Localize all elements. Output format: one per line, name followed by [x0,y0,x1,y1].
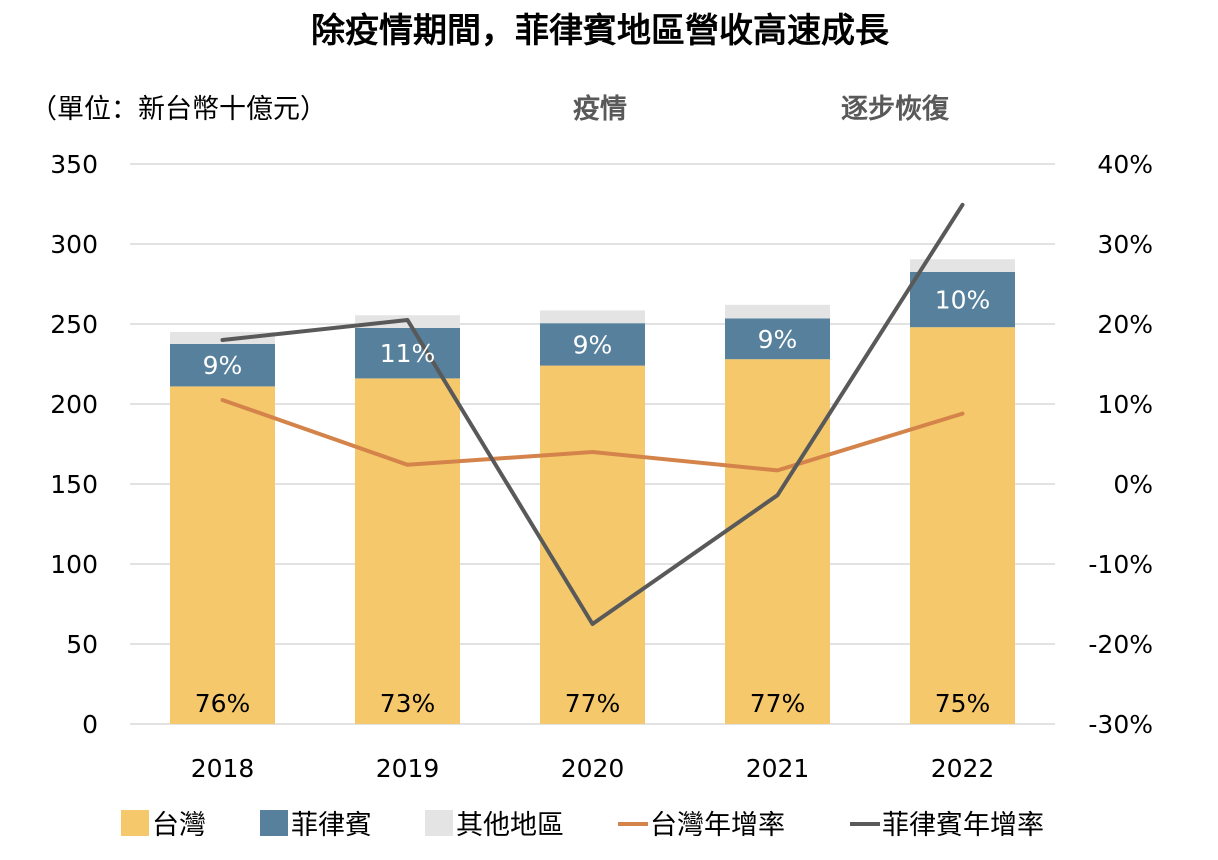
legend-label-taiwan: 台灣 [152,810,206,841]
x-tick-label: 2021 [746,754,810,783]
left-axis: 0 50 100 150 200 250 300 350 [50,150,98,739]
legend-label-other: 其他地區 [456,810,564,841]
bar-labels: 76% 9% 73% 11% 77% 9% 77% 9% 75% 10% [195,286,991,718]
left-tick-label: 150 [50,470,98,499]
legend-swatch-other [425,810,453,836]
legend-swatch-philippines [260,810,288,836]
bar-taiwan [170,386,275,724]
x-tick-label: 2018 [191,754,255,783]
legend-label-philippines-growth: 菲律賓年增率 [882,810,1044,841]
data-label-philippines-share: 9% [573,330,613,359]
annotation-pandemic: 疫情 [573,93,627,125]
left-tick-label: 200 [50,390,98,419]
data-label-taiwan-share: 77% [750,689,806,718]
legend-swatch-taiwan [121,810,149,836]
line-taiwan-growth [220,398,965,473]
right-tick-label: -20% [1088,630,1153,659]
right-tick-label: 30% [1097,230,1153,259]
line-philippines-growth [220,202,965,626]
left-tick-label: 250 [50,310,98,339]
bars [170,259,1015,724]
bar-philippines [355,328,460,379]
data-label-philippines-share: 9% [758,325,798,354]
data-label-taiwan-share: 73% [380,689,436,718]
data-label-taiwan-share: 76% [195,689,251,718]
legend-label-philippines: 菲律賓 [291,810,372,841]
bar-taiwan [910,327,1015,724]
right-tick-label: -10% [1088,550,1153,579]
right-tick-label: -30% [1088,710,1153,739]
bar-taiwan [725,359,830,724]
bar-taiwan [540,365,645,724]
x-tick-label: 2019 [376,754,440,783]
legend: 台灣 菲律賓 其他地區 台灣年增率 菲律賓年增率 [121,810,1044,841]
bar-taiwan [355,378,460,724]
bar-other [540,310,645,324]
bar-philippines [540,323,645,366]
data-label-taiwan-share: 75% [935,689,991,718]
data-label-taiwan-share: 77% [565,689,621,718]
unit-label: （單位：新台幣十億元） [30,94,327,125]
data-label-philippines-share: 10% [935,286,991,315]
right-tick-label: 20% [1097,310,1153,339]
x-tick-label: 2020 [561,754,625,783]
right-tick-label: 0% [1113,470,1153,499]
left-tick-label: 50 [66,630,98,659]
bar-philippines [725,318,830,360]
data-label-philippines-share: 11% [380,339,436,368]
legend-label-taiwan-growth: 台灣年增率 [650,810,785,841]
bar-philippines [910,272,1015,328]
lines [220,202,965,626]
bar-other [725,304,830,319]
right-tick-label: 40% [1097,150,1153,179]
left-tick-label: 0 [82,710,98,739]
data-label-philippines-share: 9% [203,351,243,380]
chart-title: 除疫情期間，菲律賓地區營收高速成長 [311,11,890,51]
annotation-recovery: 逐步恢復 [841,93,950,125]
right-tick-label: 10% [1097,390,1153,419]
bar-other [910,259,1015,272]
x-axis: 2018 2019 2020 2021 2022 [191,754,995,783]
bar-philippines [170,344,275,387]
right-axis: -30% -20% -10% 0% 10% 20% 30% 40% [1088,150,1153,739]
x-tick-label: 2022 [931,754,995,783]
left-tick-label: 350 [50,150,98,179]
left-tick-label: 100 [50,550,98,579]
left-tick-label: 300 [50,230,98,259]
